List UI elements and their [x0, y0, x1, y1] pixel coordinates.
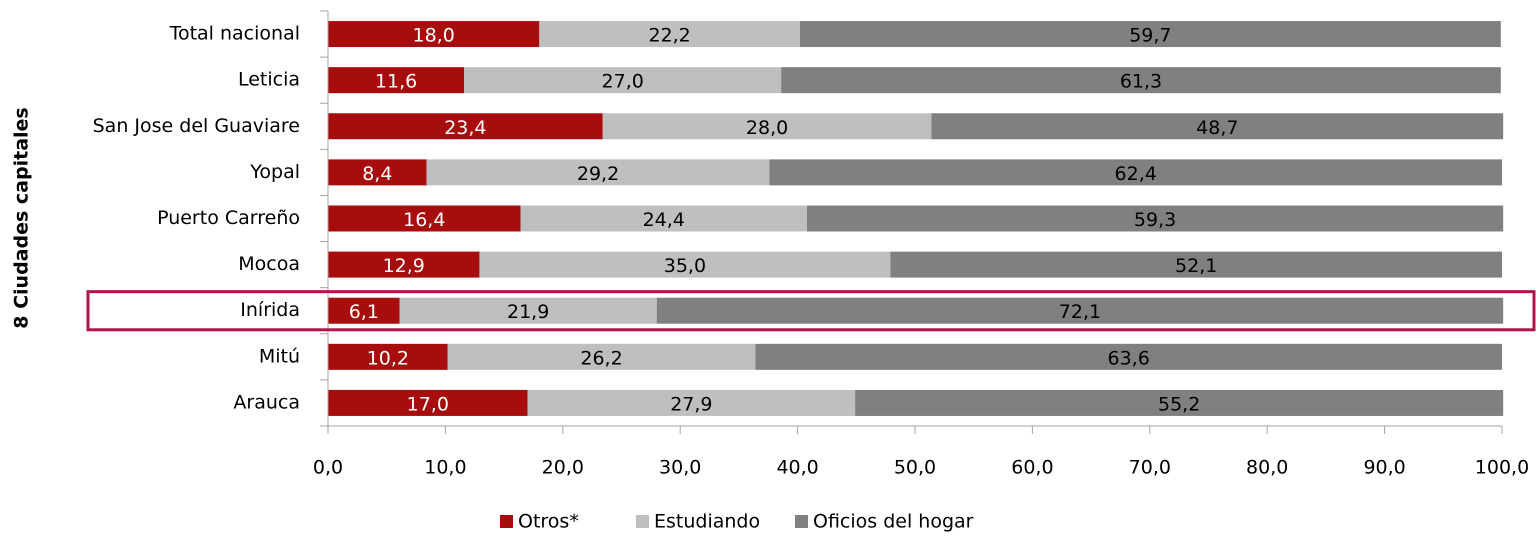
data-label: 61,3: [1120, 71, 1162, 93]
data-label: 24,4: [643, 209, 685, 231]
data-label: 35,0: [664, 255, 706, 277]
x-tick-label: 10,0: [424, 457, 466, 479]
x-tick-label: 50,0: [894, 457, 936, 479]
bar-segment: [328, 159, 427, 186]
x-tick-label: 100,0: [1475, 457, 1529, 479]
data-label: 18,0: [413, 25, 455, 47]
bar-segment: [855, 389, 1504, 416]
x-tick-label: 70,0: [1129, 457, 1171, 479]
bar-segment: [781, 67, 1501, 94]
bar-segment: [447, 343, 756, 370]
data-label: 27,0: [602, 71, 644, 93]
bar-segment: [539, 21, 800, 48]
legend-swatch: [795, 515, 808, 528]
bar-segment: [769, 159, 1502, 186]
y-tick-label: Yopal: [249, 161, 300, 183]
y-tick-label: Mitú: [259, 345, 300, 367]
x-tick-label: 90,0: [1363, 457, 1405, 479]
x-tick-label: 60,0: [1011, 457, 1053, 479]
bar-segment: [799, 21, 1501, 48]
data-label: 59,7: [1129, 25, 1171, 47]
bar-segment: [931, 113, 1504, 140]
x-tick-label: 0,0: [313, 457, 343, 479]
data-label: 52,1: [1175, 255, 1217, 277]
bar-segment: [656, 297, 1504, 324]
bar-segment: [328, 113, 603, 140]
bar-segment: [806, 205, 1504, 232]
data-label: 26,2: [580, 347, 622, 369]
data-label: 22,2: [648, 25, 690, 47]
data-label: 17,0: [407, 393, 449, 415]
legend-label: Estudiando: [654, 511, 760, 533]
data-label: 28,0: [746, 117, 788, 139]
x-tick-label: 40,0: [776, 457, 818, 479]
bar-segment: [464, 67, 782, 94]
bar-segment: [328, 297, 400, 324]
bar-segment: [602, 113, 932, 140]
data-label: 10,2: [367, 347, 409, 369]
bar-segment: [328, 67, 465, 94]
data-label: 6,1: [349, 301, 379, 323]
data-label: 29,2: [577, 163, 619, 185]
x-tick-label: 80,0: [1246, 457, 1288, 479]
data-label: 8,4: [362, 163, 392, 185]
bar-segment: [890, 251, 1502, 278]
legend-label: Oficios del hogar: [813, 511, 974, 533]
y-axis-label: 8 Ciudades capitales: [11, 107, 33, 328]
data-label: 55,2: [1158, 393, 1200, 415]
legend-swatch: [636, 515, 649, 528]
data-label: 27,9: [670, 393, 712, 415]
bar-segment: [755, 343, 1502, 370]
bar-segment: [328, 21, 540, 48]
y-tick-label: San Jose del Guaviare: [93, 115, 300, 137]
bar-segment: [328, 251, 480, 278]
bar-segment: [328, 205, 521, 232]
x-tick-label: 30,0: [659, 457, 701, 479]
highlight-box: [86, 290, 1536, 332]
data-label: 62,4: [1115, 163, 1157, 185]
data-label: 21,9: [507, 301, 549, 323]
legend-swatch: [500, 515, 513, 528]
bar-segment: [520, 205, 807, 232]
y-tick-label: Total nacional: [169, 23, 300, 45]
y-tick-label: Arauca: [233, 391, 300, 413]
y-tick-label: Puerto Carreño: [157, 207, 300, 229]
data-label: 59,3: [1134, 209, 1176, 231]
y-tick-label: Leticia: [238, 69, 300, 91]
bar-segment: [328, 343, 448, 370]
data-label: 12,9: [383, 255, 425, 277]
bar-segment: [479, 251, 891, 278]
bar-segment: [527, 389, 856, 416]
bar-segment: [399, 297, 657, 324]
data-label: 11,6: [375, 71, 417, 93]
data-label: 16,4: [403, 209, 445, 231]
data-label: 63,6: [1108, 347, 1150, 369]
legend-label: Otros*: [518, 511, 579, 533]
y-tick-label: Inírida: [240, 299, 300, 321]
x-tick-label: 20,0: [542, 457, 584, 479]
y-tick-label: Mocoa: [238, 253, 300, 275]
bar-segment: [426, 159, 770, 186]
data-label: 72,1: [1059, 301, 1101, 323]
bar-segment: [328, 389, 528, 416]
data-label: 48,7: [1196, 117, 1238, 139]
data-label: 23,4: [444, 117, 486, 139]
